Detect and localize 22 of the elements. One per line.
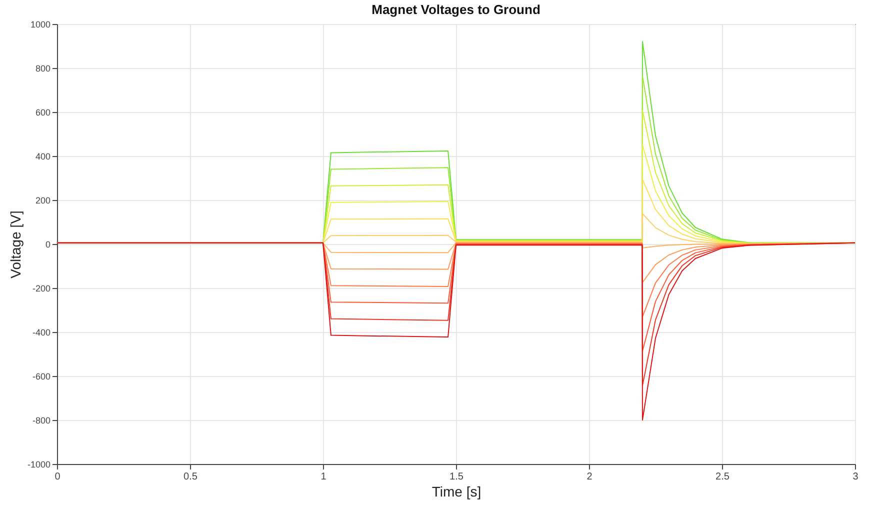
y-tick-label: -1000 [27,460,50,470]
x-tick-label: 0.5 [184,472,198,482]
y-axis-title: Voltage [V] [7,210,24,278]
x-tick-label: 3 [852,472,859,482]
x-tick-label: 2.5 [716,472,730,482]
y-tick-label: -800 [32,416,50,426]
x-axis-title: Time [s] [432,484,482,500]
y-tick-label: -400 [32,328,50,338]
y-tick-label: 400 [35,152,50,162]
x-tick-label: 1 [320,472,327,482]
y-tick-label: 800 [35,64,50,74]
line-series [56,242,856,420]
x-tick-label: 0 [54,472,61,482]
y-tick-label: -600 [32,372,50,382]
chart-title: Magnet Voltages to Ground [372,2,540,17]
y-tick-label: 1000 [30,20,50,30]
y-tick-label: -200 [32,284,50,294]
y-tick-label: 600 [35,108,50,118]
x-tick-label: 2 [586,472,593,482]
x-tick-label: 1.5 [450,472,464,482]
y-tick-label: 200 [35,196,50,206]
y-tick-label: 0 [45,240,50,250]
